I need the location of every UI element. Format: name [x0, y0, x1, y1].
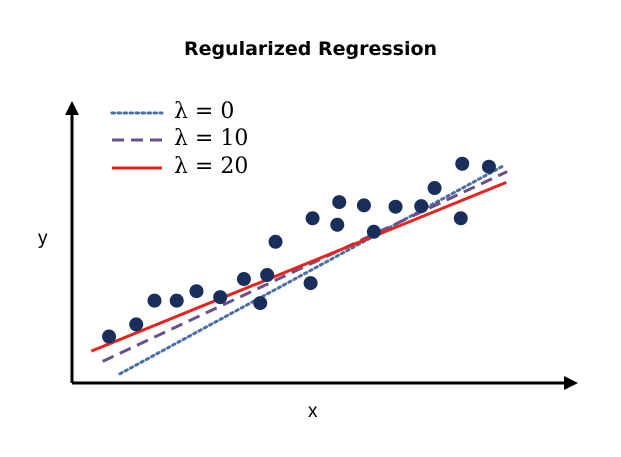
data-point	[260, 268, 275, 282]
data-point	[388, 199, 403, 214]
legend-label-2: λ = 20	[174, 154, 249, 179]
data-point	[102, 329, 117, 344]
data-point	[268, 234, 283, 249]
data-point	[305, 211, 320, 226]
data-point	[129, 317, 144, 332]
data-points	[102, 156, 496, 344]
series-line-2	[90, 181, 507, 353]
data-point	[453, 211, 468, 226]
data-point	[169, 293, 184, 308]
regression-lines	[90, 163, 508, 376]
data-point	[414, 199, 429, 214]
data-point	[366, 224, 381, 239]
data-point	[213, 290, 228, 305]
data-point	[332, 195, 347, 210]
data-point	[253, 296, 268, 311]
series-line-1	[101, 170, 508, 363]
y-axis-label: y	[38, 228, 48, 249]
chart-title: Regularized Regression	[183, 38, 438, 60]
legend-label-1: λ = 10	[174, 126, 249, 151]
x-axis-arrowhead	[564, 376, 578, 390]
legend-label-0: λ = 0	[174, 99, 235, 124]
data-point	[303, 276, 318, 291]
data-point	[356, 198, 371, 213]
data-point	[455, 156, 470, 171]
series-line-0	[118, 163, 506, 376]
data-point	[481, 159, 496, 174]
data-point	[189, 284, 204, 299]
data-point	[427, 181, 442, 196]
y-axis-arrowhead	[65, 101, 79, 115]
data-point	[330, 217, 345, 232]
x-axis-label: x	[308, 401, 318, 422]
legend	[110, 111, 164, 170]
data-point	[236, 272, 251, 287]
data-point	[147, 293, 162, 308]
